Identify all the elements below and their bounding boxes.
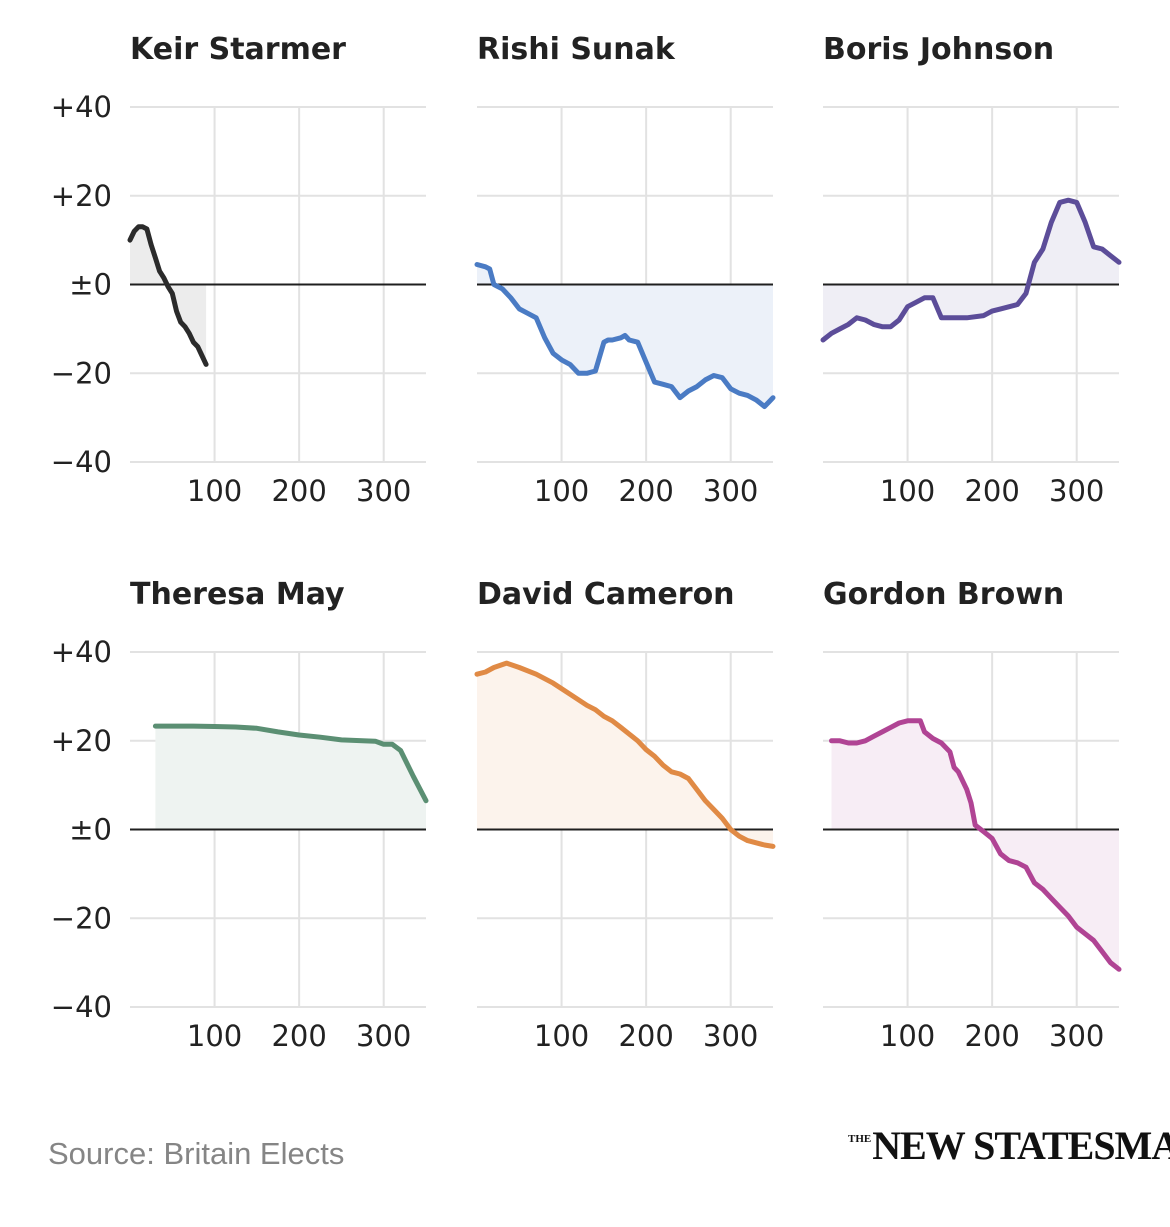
panel-title: Keir Starmer [130,32,346,67]
x-tick-label: 200 [964,474,1019,508]
y-tick-label: +20 [51,179,112,213]
panel-david-cameron: David Cameron 100 200 300 [474,577,776,1053]
series-line [820,197,1122,343]
series-line [474,660,776,849]
x-tick-label: 200 [618,1019,673,1053]
y-tick-label: −20 [51,901,112,935]
panel-title: Rishi Sunak [477,32,676,67]
panel-keir-starmer: Keir Starmer 100 200 300 +40 +20 ±0 −20 −40 [51,32,426,508]
x-tick-label: 100 [534,474,589,508]
panel-title: Theresa May [130,577,345,612]
area-fill [823,200,1119,340]
panel-boris-johnson: Boris Johnson 100 200 300 [820,32,1122,508]
x-tick-label: 100 [187,474,242,508]
x-tick-label: 300 [703,474,758,508]
x-tick-label: 100 [880,474,935,508]
area-fill [831,720,1119,970]
x-tick-label: 300 [356,1019,411,1053]
logo-wordmark: NEW STATESMAN [872,1123,1170,1168]
x-tick-label: 200 [271,1019,326,1053]
x-tick-label: 300 [1049,1019,1104,1053]
y-tick-label: ±0 [69,813,112,847]
x-tick-label: 300 [356,474,411,508]
area-fill [477,663,773,847]
panel-theresa-may: Theresa May 100 200 300 +40 +20 ±0 −20 −40 [51,577,429,1053]
x-tick-label: 300 [1049,474,1104,508]
new-statesman-logo: THENEW STATESMAN [848,1122,1170,1169]
series-line [152,723,429,804]
panel-gordon-brown: Gordon Brown 100 200 300 [823,577,1122,1053]
logo-the: THE [848,1133,872,1145]
series-line [474,262,776,409]
y-tick-label: −40 [51,445,112,479]
panel-title: David Cameron [477,577,735,612]
series-line [829,718,1122,972]
panel-rishi-sunak: Rishi Sunak 100 200 300 [474,32,776,508]
x-tick-label: 100 [880,1019,935,1053]
y-tick-label: −40 [51,990,112,1024]
y-tick-label: −20 [51,356,112,390]
area-fill [155,726,426,830]
y-tick-label: +40 [51,635,112,669]
series-line [127,224,209,367]
source-note: Source: Britain Elects [48,1136,345,1171]
panel-title: Gordon Brown [823,577,1064,612]
y-tick-label: +40 [51,90,112,124]
x-tick-label: 200 [964,1019,1019,1053]
area-fill [130,226,207,365]
x-tick-label: 200 [271,474,326,508]
x-tick-label: 100 [534,1019,589,1053]
x-tick-label: 200 [618,474,673,508]
panel-title: Boris Johnson [823,32,1054,67]
x-tick-label: 100 [187,1019,242,1053]
x-tick-label: 300 [703,1019,758,1053]
y-tick-label: ±0 [69,268,112,302]
y-tick-label: +20 [51,724,112,758]
